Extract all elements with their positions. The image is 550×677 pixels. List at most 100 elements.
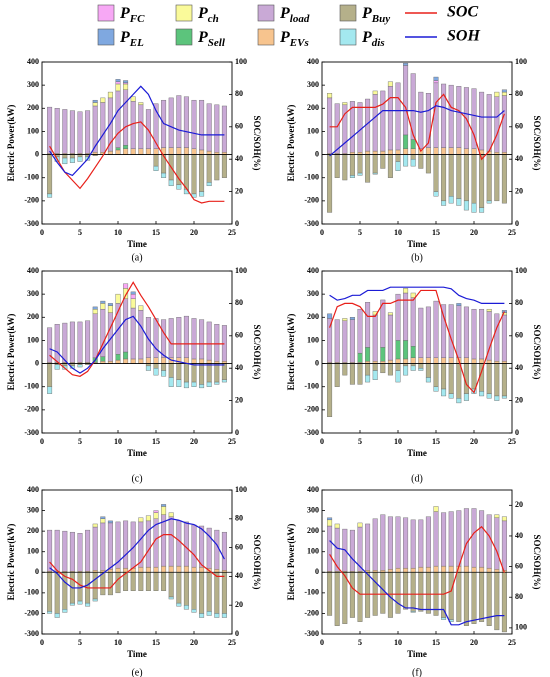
bar-segment: [410, 154, 416, 160]
bar-segment: [479, 358, 485, 364]
bar-segment: [138, 305, 144, 311]
bar-segment: [62, 530, 68, 572]
bar-segment: [486, 514, 492, 569]
bar-segment: [161, 172, 167, 178]
x-tick-label: 5: [78, 228, 82, 237]
bar-segment: [448, 196, 454, 204]
bar-segment: [342, 318, 348, 321]
bar-segment: [471, 566, 477, 573]
bar-segment: [183, 315, 189, 358]
bar-segment: [107, 522, 113, 570]
legend-symbol: P: [197, 29, 208, 46]
y2-tick-label: 60: [235, 542, 243, 551]
bar-segment: [395, 161, 401, 171]
bar-segment: [342, 102, 348, 106]
bar-segment: [387, 81, 393, 87]
bar-segment: [380, 347, 386, 362]
bar-segment: [69, 154, 75, 159]
bar-segment: [123, 351, 129, 360]
bar-segment: [418, 357, 424, 364]
y2-tick-label: 100: [235, 57, 247, 66]
x-tick-label: 0: [320, 638, 324, 647]
bar-segment: [441, 83, 447, 148]
bar-segment: [433, 363, 439, 387]
bar-segment: [199, 572, 205, 614]
x-axis-title: Time: [127, 239, 147, 249]
bar-segment: [191, 154, 197, 195]
bar-segment: [115, 572, 121, 594]
bar-segment: [62, 609, 68, 613]
legend-swatch: [97, 28, 115, 46]
x-tick-label: 15: [432, 228, 440, 237]
bar-segment: [501, 91, 507, 96]
bar-segment: [501, 95, 507, 153]
legend-subscript: ch: [208, 13, 219, 25]
bar-segment: [199, 384, 205, 389]
bar-segment: [191, 524, 197, 568]
x-tick-label: 25: [228, 638, 236, 647]
bar-segment: [395, 82, 401, 151]
bar-segment: [349, 175, 355, 178]
bar-segment: [115, 359, 121, 364]
bar-segment: [410, 73, 416, 140]
bar-segment: [153, 165, 159, 171]
bar-segment: [199, 525, 205, 568]
bar-segment: [334, 103, 340, 154]
y-tick-label: 400: [307, 57, 319, 66]
bar-segment: [448, 572, 454, 620]
bar-segment: [380, 154, 386, 169]
y2-tick-label: 80: [235, 514, 243, 523]
bar-segment: [365, 150, 371, 155]
bar-segment: [433, 386, 439, 392]
bar-segment: [494, 96, 500, 153]
bar-segment: [410, 139, 416, 149]
y-tick-label: 100: [27, 547, 39, 556]
bar-segment: [85, 320, 91, 363]
bar-segment: [130, 96, 136, 102]
bar-segment: [403, 134, 409, 149]
bar-segment: [479, 391, 485, 397]
y2-tick-label: 20: [235, 186, 243, 195]
bar-segment: [176, 602, 182, 607]
bar-segment: [221, 613, 227, 618]
y2-tick-label: 100: [515, 57, 527, 66]
bar-segment: [191, 566, 197, 573]
bar-segment: [334, 154, 340, 178]
bar-segment: [47, 106, 53, 154]
legend-label: SOC: [447, 4, 478, 21]
bar-segment: [100, 303, 106, 310]
bar-segment: [494, 91, 500, 97]
bar-segment: [418, 368, 424, 371]
bar-segment: [410, 519, 416, 569]
line-series: [49, 315, 225, 374]
x-tick-label: 20: [190, 437, 198, 446]
bar-segment: [395, 154, 401, 162]
bar-segment: [410, 292, 416, 298]
bar-segment: [123, 145, 129, 149]
bar-segment: [479, 154, 485, 208]
bar-segment: [130, 148, 136, 155]
bar-segment: [191, 148, 197, 155]
bar-segment: [327, 93, 333, 99]
y-axis-title: Electric Power(kW): [6, 524, 16, 601]
bar-segment: [395, 516, 401, 569]
bar-segment: [479, 566, 485, 573]
bar-segment: [176, 317, 182, 358]
bar-segment: [471, 148, 477, 155]
bar-segment: [145, 572, 151, 591]
legend-subscript: load: [290, 13, 310, 25]
line-series: [49, 85, 225, 177]
bar-segment: [221, 572, 227, 614]
x-tick-label: 10: [114, 638, 122, 647]
bar-segment: [62, 572, 68, 610]
bar-segment: [168, 147, 174, 155]
bar-segment: [123, 83, 129, 90]
y2-tick-label: 40: [235, 363, 243, 372]
bar-segment: [448, 393, 454, 399]
bar-segment: [161, 572, 167, 591]
y2-axis-title: SOC/SOH(%): [252, 115, 262, 170]
x-tick-label: 20: [190, 228, 198, 237]
bar-segment: [153, 357, 159, 364]
bar-segment: [433, 565, 439, 573]
bar-segment: [107, 91, 113, 99]
